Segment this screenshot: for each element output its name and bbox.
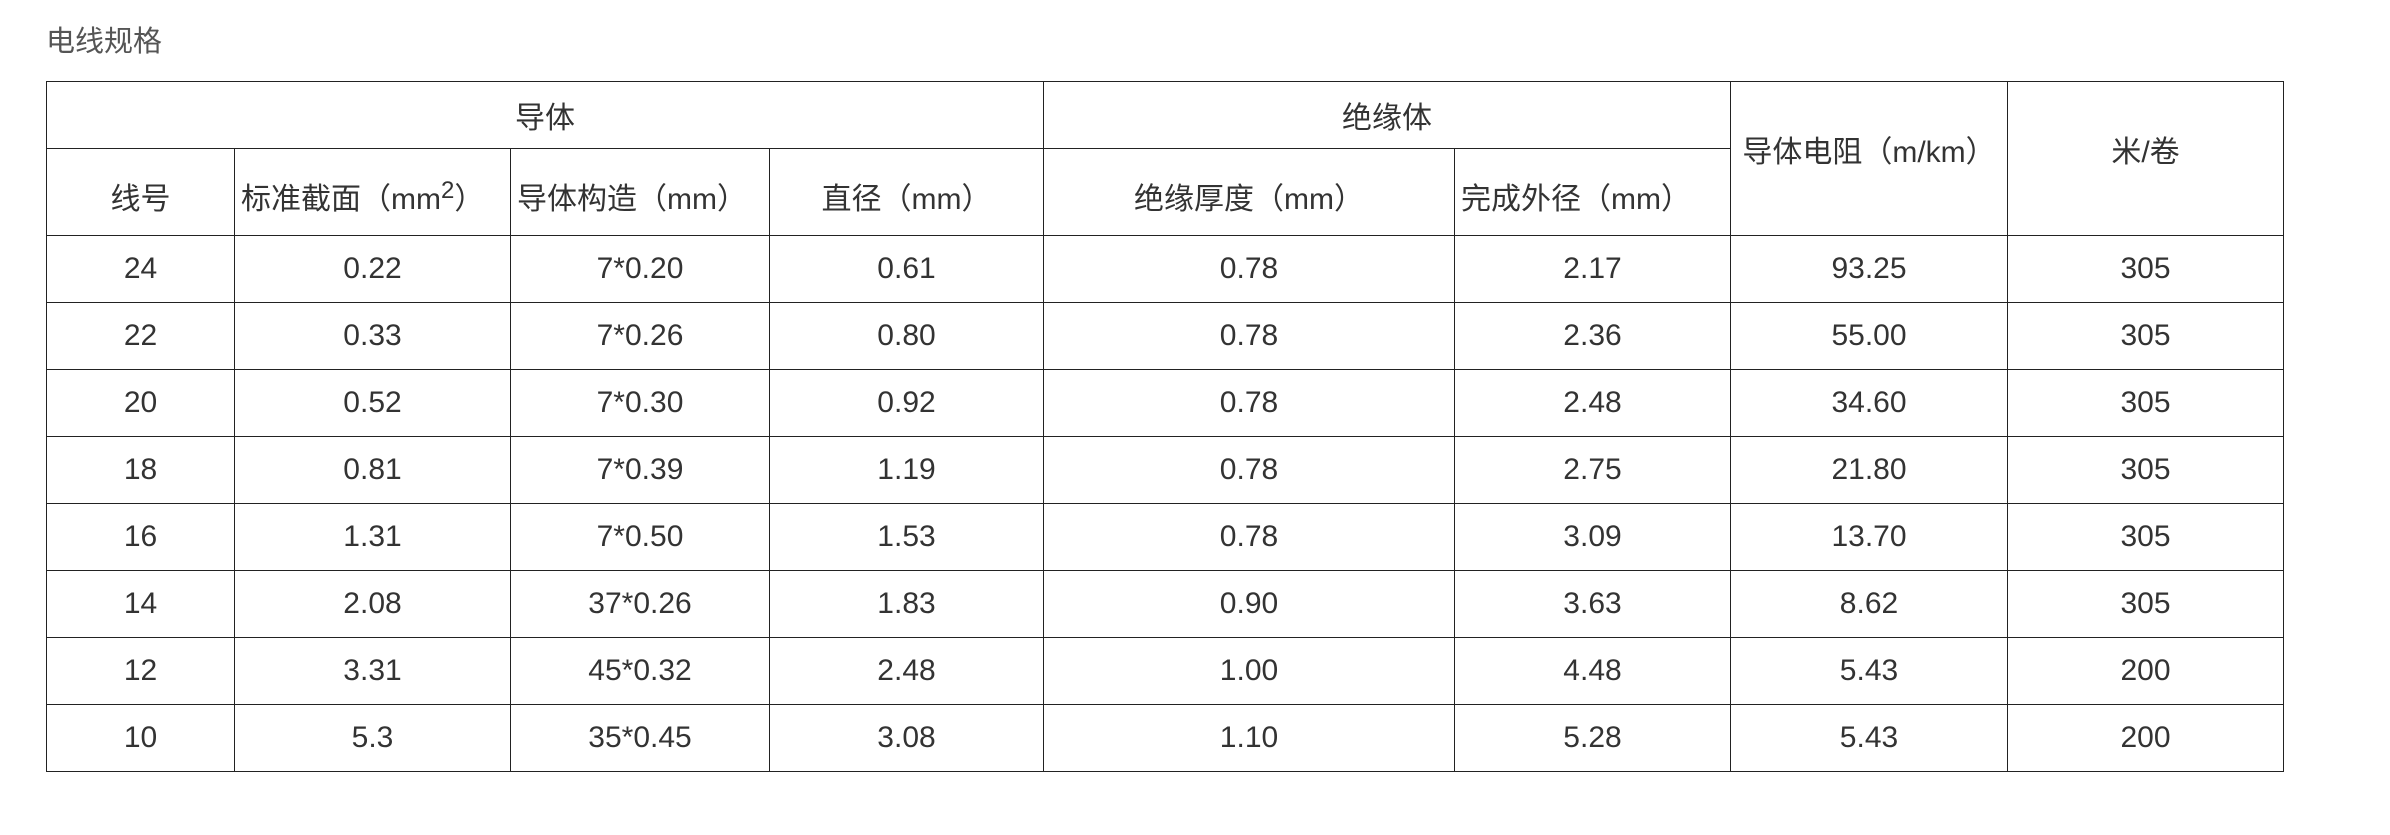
table-cell: 1.31: [234, 503, 511, 571]
table-cell: 2.75: [1454, 436, 1731, 504]
header-cross-section-close: ）: [454, 183, 485, 216]
table-cell: 0.78: [1043, 436, 1455, 504]
table-cell: 13.70: [1730, 503, 2008, 571]
table-cell: 8.62: [1730, 570, 2008, 638]
superscript: 2: [440, 177, 455, 204]
header-gauge: 线号: [46, 148, 235, 236]
table-cell: 35*0.45: [510, 704, 770, 772]
table-cell: 7*0.26: [510, 302, 770, 370]
table-cell: 3.31: [234, 637, 511, 705]
header-cross-section-label: 标准截面（mm: [241, 183, 441, 216]
table-cell: 305: [2007, 436, 2284, 504]
header-conductor: 导体: [46, 81, 1044, 149]
table-cell: 2.08: [234, 570, 511, 638]
table-cell: 2.48: [769, 637, 1044, 705]
table-cell: 7*0.50: [510, 503, 770, 571]
header-cross-section: 标准截面（mm2）: [234, 148, 511, 236]
table-cell: 1.19: [769, 436, 1044, 504]
table-cell: 5.43: [1730, 704, 2008, 772]
table-row: 20 0.52 7*0.30 0.92 0.78 2.48 34.60 305: [46, 369, 2284, 437]
table-cell: 1.00: [1043, 637, 1455, 705]
header-construction: 导体构造（mm）: [510, 148, 770, 236]
table-row: 16 1.31 7*0.50 1.53 0.78 3.09 13.70 305: [46, 503, 2284, 571]
table-row: 18 0.81 7*0.39 1.19 0.78 2.75 21.80 305: [46, 436, 2284, 504]
header-resistance: 导体电阻（m/km）: [1730, 81, 2008, 236]
table-cell: 1.10: [1043, 704, 1455, 772]
table-cell: 20: [46, 369, 235, 437]
table-cell: 1.53: [769, 503, 1044, 571]
table-cell: 4.48: [1454, 637, 1731, 705]
table-cell: 0.78: [1043, 302, 1455, 370]
header-insulation: 绝缘体: [1043, 81, 1731, 149]
table-cell: 200: [2007, 704, 2284, 772]
table-cell: 0.52: [234, 369, 511, 437]
table-cell: 2.17: [1454, 235, 1731, 303]
table-cell: 21.80: [1730, 436, 2008, 504]
table-cell: 200: [2007, 637, 2284, 705]
table-cell: 305: [2007, 503, 2284, 571]
table-cell: 0.61: [769, 235, 1044, 303]
table-cell: 3.08: [769, 704, 1044, 772]
table-cell: 2.48: [1454, 369, 1731, 437]
table-cell: 10: [46, 704, 235, 772]
table-cell: 3.63: [1454, 570, 1731, 638]
table-row: 10 5.3 35*0.45 3.08 1.10 5.28 5.43 200: [46, 704, 2284, 772]
table-cell: 0.92: [769, 369, 1044, 437]
table-cell: 305: [2007, 369, 2284, 437]
table-cell: 93.25: [1730, 235, 2008, 303]
table-cell: 0.33: [234, 302, 511, 370]
table-cell: 0.90: [1043, 570, 1455, 638]
table-cell: 5.43: [1730, 637, 2008, 705]
header-row-groups: 导体 绝缘体 导体电阻（m/km） 米/卷: [46, 81, 2284, 236]
header-meters-per-roll: 米/卷: [2007, 81, 2284, 236]
table-cell: 37*0.26: [510, 570, 770, 638]
table-cell: 0.78: [1043, 369, 1455, 437]
table-cell: 55.00: [1730, 302, 2008, 370]
table-cell: 305: [2007, 235, 2284, 303]
wire-spec-table: 导体 绝缘体 导体电阻（m/km） 米/卷 线号 标准截面（mm2） 导体构造（…: [46, 81, 2284, 772]
table-cell: 0.81: [234, 436, 511, 504]
table-row: 24 0.22 7*0.20 0.61 0.78 2.17 93.25 305: [46, 235, 2284, 303]
header-outer-diameter: 完成外径（mm）: [1454, 148, 1731, 236]
table-cell: 22: [46, 302, 235, 370]
table-cell: 5.3: [234, 704, 511, 772]
table-cell: 0.78: [1043, 503, 1455, 571]
table-cell: 18: [46, 436, 235, 504]
table-cell: 14: [46, 570, 235, 638]
table-cell: 7*0.39: [510, 436, 770, 504]
header-diameter: 直径（mm）: [769, 148, 1044, 236]
table-cell: 1.83: [769, 570, 1044, 638]
table-row: 22 0.33 7*0.26 0.80 0.78 2.36 55.00 305: [46, 302, 2284, 370]
header-insulation-thickness: 绝缘厚度（mm）: [1043, 148, 1455, 236]
table-cell: 305: [2007, 570, 2284, 638]
table-cell: 24: [46, 235, 235, 303]
table-cell: 5.28: [1454, 704, 1731, 772]
table-cell: 7*0.20: [510, 235, 770, 303]
page-title: 电线规格: [46, 24, 163, 58]
table-cell: 3.09: [1454, 503, 1731, 571]
table-cell: 0.78: [1043, 235, 1455, 303]
table-cell: 34.60: [1730, 369, 2008, 437]
table-cell: 0.22: [234, 235, 511, 303]
table-cell: 45*0.32: [510, 637, 770, 705]
table-cell: 0.80: [769, 302, 1044, 370]
table-cell: 12: [46, 637, 235, 705]
table-row: 12 3.31 45*0.32 2.48 1.00 4.48 5.43 200: [46, 637, 2284, 705]
table-row: 14 2.08 37*0.26 1.83 0.90 3.63 8.62 305: [46, 570, 2284, 638]
table-cell: 7*0.30: [510, 369, 770, 437]
table-cell: 2.36: [1454, 302, 1731, 370]
header-row-columns: 线号 标准截面（mm2） 导体构造（mm） 直径（mm） 绝缘厚度（mm） 完成…: [46, 148, 2284, 236]
table-cell: 16: [46, 503, 235, 571]
table-cell: 305: [2007, 302, 2284, 370]
